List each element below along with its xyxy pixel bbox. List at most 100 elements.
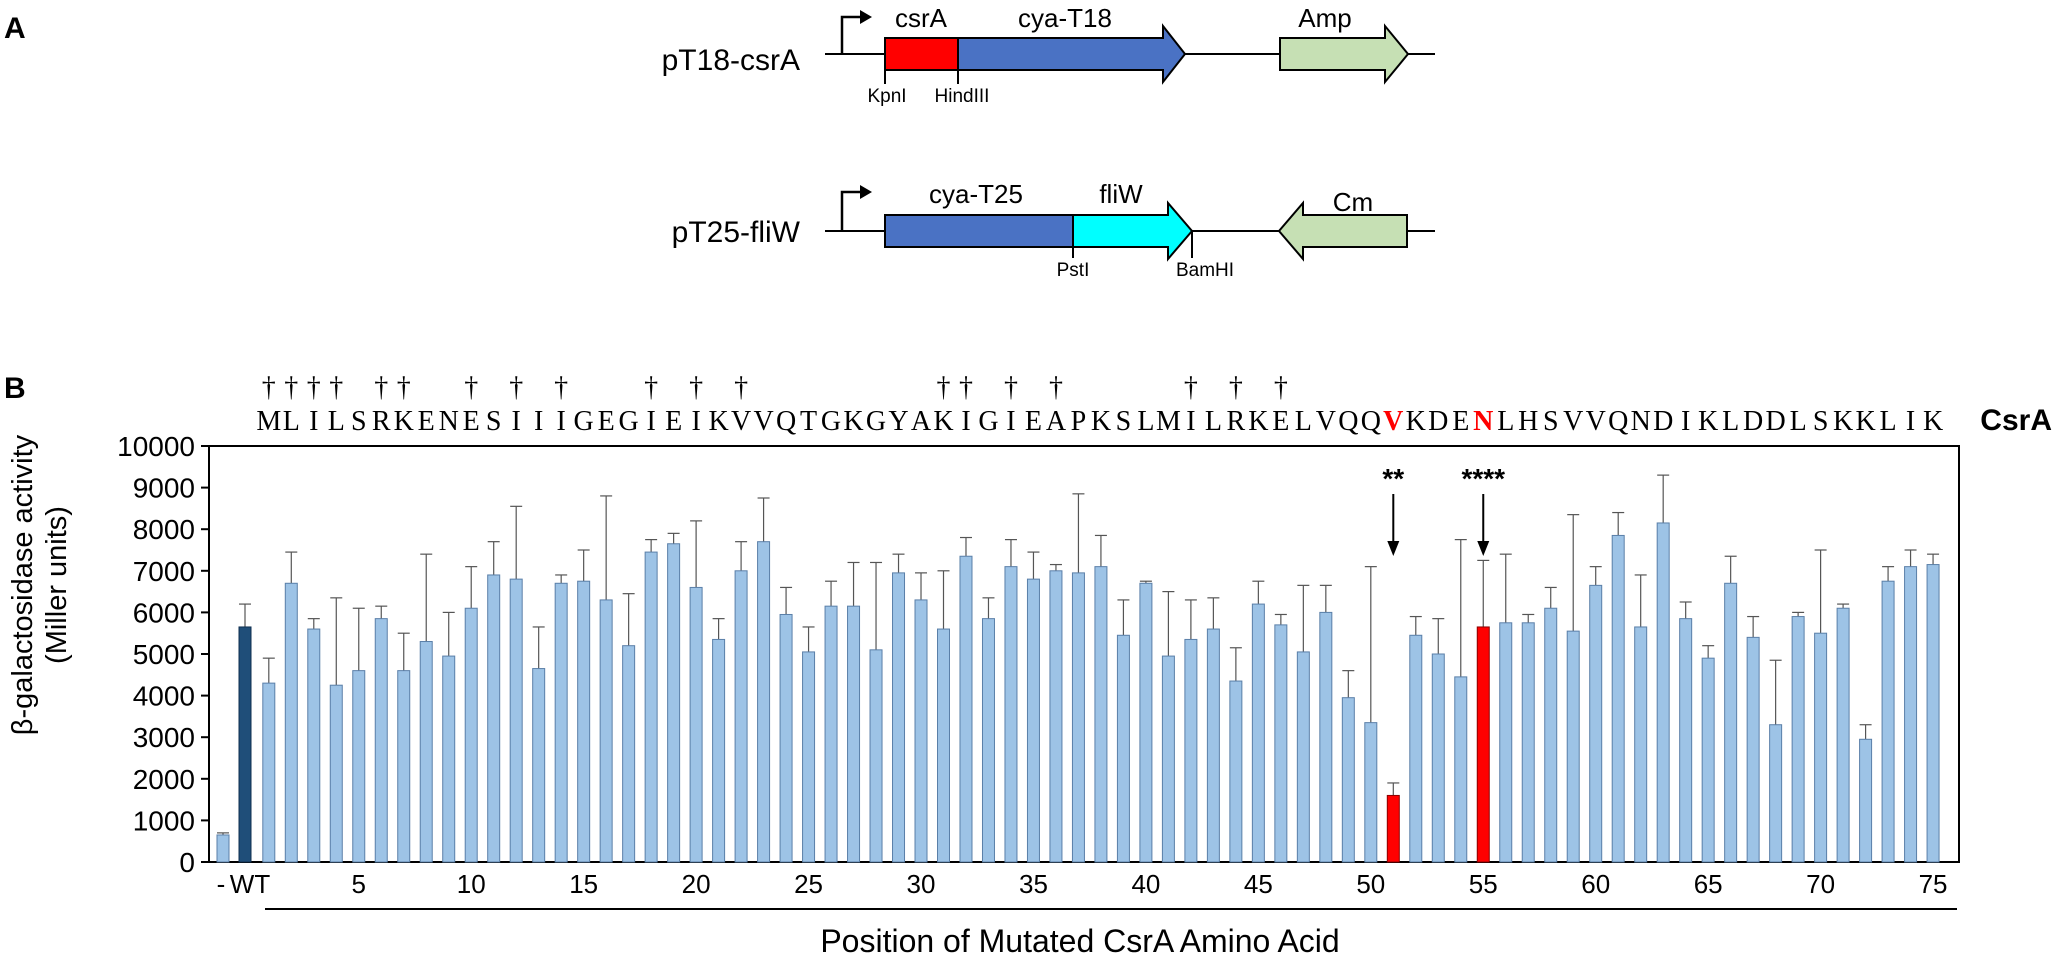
bar-position-33 <box>981 618 995 863</box>
construct-pt18-csra: pT18-csrA csrA cya-T18 Amp KpnI HindIII <box>662 3 1435 107</box>
sequence-residue: Q <box>1608 406 1628 437</box>
gene-cya-t18 <box>957 23 1187 85</box>
bar-position-23 <box>757 541 771 863</box>
sequence-residue: E <box>463 406 480 437</box>
sequence-residue: V <box>1316 406 1336 437</box>
bar-position-22 <box>734 570 748 863</box>
gene-cya-t25 <box>884 214 1074 248</box>
gene-cm-label: Cm <box>1333 187 1373 217</box>
y-tick-label: 8000 <box>133 514 195 545</box>
sequence-residue: K <box>394 406 414 437</box>
bar-position-16 <box>599 599 613 863</box>
sequence-residue: K <box>933 406 953 437</box>
bar-position-72 <box>1859 738 1873 863</box>
bar-position-57 <box>1521 622 1535 863</box>
bar-position-43 <box>1206 628 1220 863</box>
dagger-mark: † <box>509 372 523 403</box>
bar-position-24 <box>779 613 793 863</box>
sequence-residue: E <box>1272 406 1289 437</box>
sequence-residue: G <box>978 406 998 437</box>
bar-position-53 <box>1431 653 1445 863</box>
sequence-residue: L <box>1137 406 1154 437</box>
construct-2-name: pT25-fliW <box>672 216 801 249</box>
sequence-residue: L <box>283 406 300 437</box>
bar-position-46 <box>1274 624 1288 863</box>
y-tick-label: 10000 <box>117 431 195 462</box>
sequence-residue: V <box>1586 406 1606 437</box>
x-tick-label: 30 <box>907 869 936 899</box>
bar-position-42 <box>1184 638 1198 863</box>
bar-position-3 <box>307 628 321 863</box>
site-bamhi-label: BamHI <box>1176 260 1234 281</box>
bar-position-15 <box>577 580 591 863</box>
bar-position-5 <box>352 670 366 863</box>
x-tick-label: 25 <box>794 869 823 899</box>
sequence-residue: G <box>821 406 841 437</box>
y-tick-label: 2000 <box>133 764 195 795</box>
bar-position-49 <box>1341 697 1355 863</box>
x-tick-label: 45 <box>1244 869 1273 899</box>
x-tick-label: 35 <box>1019 869 1048 899</box>
bar-position-64 <box>1679 618 1693 863</box>
sequence-residue: I <box>1681 406 1690 437</box>
bar-position-39 <box>1116 634 1130 863</box>
bar-position-19 <box>667 543 681 863</box>
sequence-residue: S <box>486 406 502 437</box>
significance-label: **** <box>1461 463 1505 494</box>
gene-amp-label: Amp <box>1298 3 1351 33</box>
sequence-residue: E <box>1025 406 1042 437</box>
dagger-mark: † <box>689 372 703 403</box>
sequence-residue: K <box>843 406 863 437</box>
bar-position-48 <box>1319 611 1333 863</box>
y-tick-label: 7000 <box>133 556 195 587</box>
sequence-residue: I <box>309 406 318 437</box>
sequence-residue: D <box>1743 406 1763 437</box>
sequence-residue: R <box>372 406 391 437</box>
bar-position-28 <box>869 649 883 863</box>
bar-position-54 <box>1454 676 1468 863</box>
bar-position-50 <box>1364 722 1378 863</box>
bar-position-11 <box>487 574 501 863</box>
gene-cya-t25-label: cya-T25 <box>929 179 1023 209</box>
bar-position-6 <box>374 618 388 863</box>
bar-position-12 <box>509 578 523 863</box>
sequence-residue: L <box>328 406 345 437</box>
bar-position-71 <box>1836 607 1850 863</box>
dagger-mark: † <box>464 372 478 403</box>
sequence-residue: V <box>731 406 751 437</box>
x-tick-label: 55 <box>1469 869 1498 899</box>
significance-annotations: ** **** <box>1382 463 1505 556</box>
bar-position-31 <box>937 628 950 863</box>
sequence-residue: G <box>866 406 886 437</box>
sequence-residue: G <box>619 406 639 437</box>
sequence-residue: T <box>800 406 817 437</box>
bar-position-68 <box>1769 724 1783 863</box>
sequence-residue: S <box>1116 406 1132 437</box>
dagger-mark: † <box>307 372 321 403</box>
dagger-mark: † <box>1274 372 1288 403</box>
dagger-mark: † <box>284 372 298 403</box>
sequence-residue: N <box>439 406 459 437</box>
y-axis-title-line2: (Miller units) <box>41 506 73 664</box>
dagger-mark: † <box>959 372 973 403</box>
gene-cya-t18-label: cya-T18 <box>1018 3 1112 33</box>
sequence-residue: Q <box>1361 406 1381 437</box>
sequence-residue: I <box>961 406 970 437</box>
sequence-residue: K <box>1923 406 1943 437</box>
y-tick-label: 0 <box>179 847 195 878</box>
bar-position-66 <box>1724 582 1738 863</box>
x-tick-label: 75 <box>1919 869 1948 899</box>
x-tick-label: 65 <box>1694 869 1723 899</box>
bar-position-9 <box>442 655 456 863</box>
bar-position-2 <box>284 582 298 863</box>
sequence-residue: A <box>911 406 932 437</box>
bar-position-37 <box>1071 572 1085 863</box>
bar-position-25 <box>802 651 816 863</box>
sequence-residue: K <box>1855 406 1875 437</box>
y-tick-label: 9000 <box>133 473 195 504</box>
bar-position-27 <box>847 605 861 863</box>
bar-position-41 <box>1161 655 1175 863</box>
dagger-mark: † <box>397 372 411 403</box>
bar-position-55 <box>1476 626 1490 863</box>
bar-position-21 <box>712 638 726 863</box>
